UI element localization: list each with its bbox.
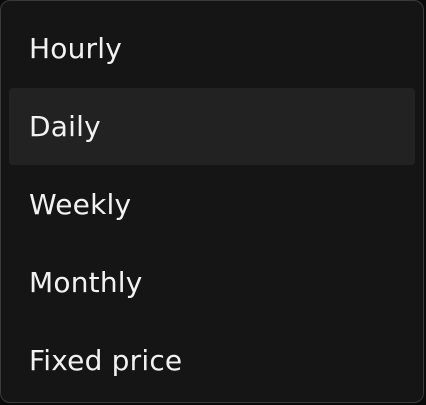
menu-item-weekly[interactable]: Weekly (29, 188, 132, 221)
menu-item-daily[interactable]: Daily (9, 88, 415, 165)
menu-item-hourly[interactable]: Hourly (29, 32, 122, 65)
menu-item-fixed-price[interactable]: Fixed price (29, 344, 183, 377)
menu-item-monthly[interactable]: Monthly (29, 266, 143, 299)
